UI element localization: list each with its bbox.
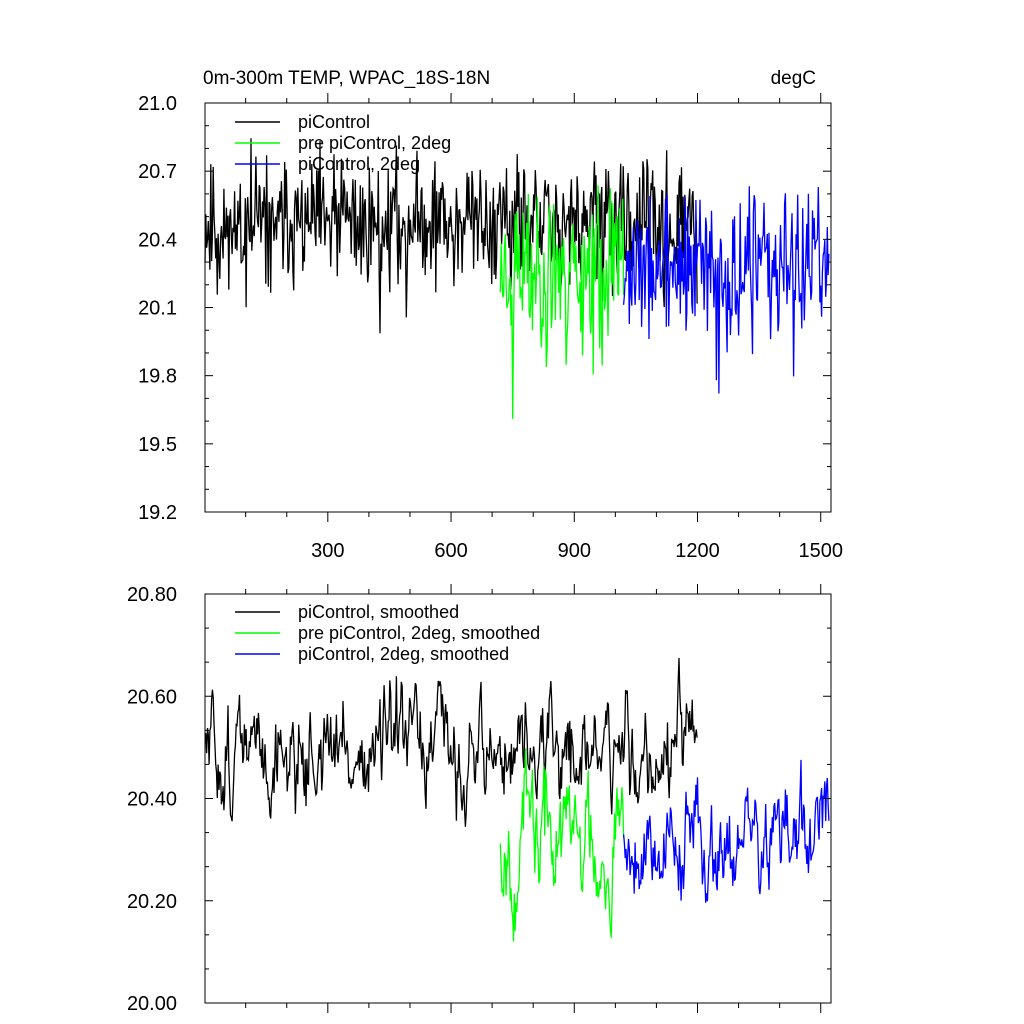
y-tick-label: 20.80 xyxy=(127,584,177,606)
series-line-0 xyxy=(204,657,698,827)
y-tick-label: 19.5 xyxy=(138,434,177,456)
legend-entry: piControl, smoothed xyxy=(298,602,459,622)
bottom-panel-series xyxy=(204,657,830,942)
x-tick-label: 1200 xyxy=(675,540,720,562)
series-line-2 xyxy=(622,186,830,394)
x-tick-label: 600 xyxy=(434,540,467,562)
y-tick-label: 20.7 xyxy=(138,161,177,183)
legend-entry: pre piControl, 2deg, smoothed xyxy=(298,623,540,643)
y-tick-label: 20.00 xyxy=(127,993,177,1015)
top-panel-series xyxy=(204,138,830,420)
y-tick-label: 20.40 xyxy=(127,789,177,811)
legend-entry: piControl, 2deg xyxy=(298,154,420,174)
bottom-panel: 20.00 20.20 20.40 20.60 20.80 piControl, smo… xyxy=(127,584,832,1015)
y-tick-label: 20.60 xyxy=(127,686,177,708)
x-tick-label: 1500 xyxy=(798,540,843,562)
top-panel-title: 0m-300m TEMP, WPAC_18S-18N xyxy=(203,68,490,89)
series-line-1 xyxy=(499,185,625,420)
top-panel-units: degC xyxy=(771,68,816,89)
top-panel-y-tick-labels: 19.2 19.5 19.8 20.1 20.4 20.7 21.0 xyxy=(138,93,177,524)
top-panel-ticks xyxy=(205,93,831,522)
legend-entry: piControl, 2deg, smoothed xyxy=(298,644,509,664)
y-tick-label: 19.8 xyxy=(138,366,177,388)
series-line-1 xyxy=(499,748,625,942)
x-tick-label: 900 xyxy=(558,540,591,562)
y-tick-label: 20.1 xyxy=(138,298,177,320)
bottom-panel-ticks xyxy=(205,584,831,1013)
series-line-2 xyxy=(622,759,830,903)
legend-entry: piControl xyxy=(298,112,370,132)
x-tick-label: 300 xyxy=(311,540,344,562)
top-panel-x-tick-labels: 300 600 900 1200 1500 xyxy=(311,540,843,562)
series-line-0 xyxy=(204,138,698,334)
top-panel: 0m-300m TEMP, WPAC_18S-18N degC 19.2 19.5… xyxy=(138,68,843,562)
legend-entry: pre piControl, 2deg xyxy=(298,133,451,153)
y-tick-label: 21.0 xyxy=(138,93,177,115)
y-tick-label: 20.20 xyxy=(127,891,177,913)
bottom-panel-y-tick-labels: 20.00 20.20 20.40 20.60 20.80 xyxy=(127,584,177,1015)
y-tick-label: 20.4 xyxy=(138,229,177,251)
y-tick-label: 19.2 xyxy=(138,502,177,524)
